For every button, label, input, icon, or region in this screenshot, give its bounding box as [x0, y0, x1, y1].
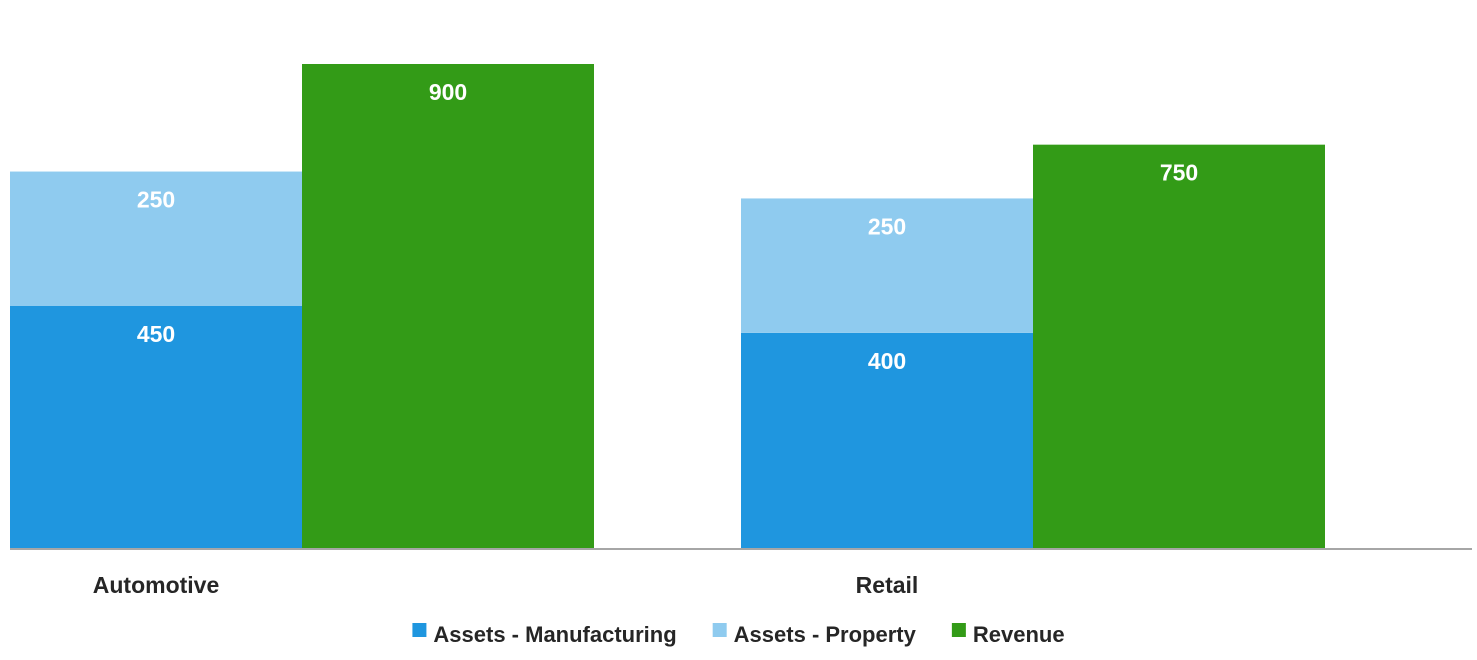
legend: Assets - Manufacturing Assets - Property R… [412, 622, 1065, 647]
bar-retail-assets-property [741, 198, 1033, 333]
bars-layer [10, 64, 1325, 548]
legend-item-assets-manufacturing: Assets - Manufacturing [412, 622, 677, 647]
legend-swatch-revenue [951, 623, 966, 637]
bar-automotive-assets-manufacturing [10, 306, 302, 548]
legend-item-revenue: Revenue [951, 622, 1065, 647]
bar-retail-assets-manufacturing [741, 332, 1033, 548]
category-label-retail: Retail [856, 572, 919, 598]
legend-swatch-assets-property [712, 623, 727, 637]
legend-label-assets-property: Assets - Property [734, 622, 917, 647]
data-label-automotive-assets-manufacturing: 450 [137, 321, 175, 347]
category-labels-layer: Automotive Retail [93, 572, 919, 598]
bar-automotive-assets-property [10, 171, 302, 306]
data-label-retail-assets-manufacturing: 400 [868, 348, 906, 374]
data-label-automotive-assets-property: 250 [137, 187, 175, 213]
bar-retail-revenue [1033, 144, 1325, 548]
data-label-automotive-revenue: 900 [429, 79, 467, 105]
legend-label-assets-manufacturing: Assets - Manufacturing [433, 622, 676, 647]
data-label-retail-revenue: 750 [1160, 160, 1198, 186]
bar-automotive-revenue [302, 64, 594, 548]
category-label-automotive: Automotive [93, 572, 220, 598]
legend-swatch-assets-manufacturing [412, 623, 427, 637]
data-labels-layer: 450 250 900 400 250 750 [137, 79, 1198, 374]
data-label-retail-assets-property: 250 [868, 213, 906, 239]
legend-item-assets-property: Assets - Property [712, 622, 917, 647]
legend-label-revenue: Revenue [973, 622, 1065, 647]
